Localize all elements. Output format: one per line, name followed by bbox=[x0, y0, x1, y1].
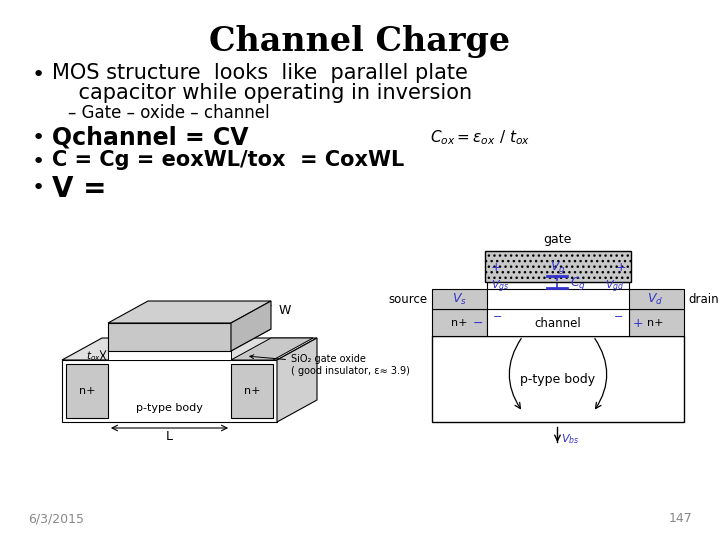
Text: •: • bbox=[32, 178, 45, 198]
Text: $V_g$: $V_g$ bbox=[549, 259, 565, 276]
Text: 147: 147 bbox=[668, 512, 692, 525]
Text: p-type body: p-type body bbox=[521, 374, 595, 387]
Bar bbox=[432, 309, 487, 336]
Bar bbox=[432, 289, 487, 309]
Text: p-type body: p-type body bbox=[135, 403, 202, 413]
Text: C = Cg = eoxWL/tox  = CoxWL: C = Cg = eoxWL/tox = CoxWL bbox=[52, 150, 404, 170]
Text: $V_{gd}$: $V_{gd}$ bbox=[605, 278, 624, 295]
Text: −: − bbox=[492, 312, 502, 322]
Text: source: source bbox=[389, 293, 428, 306]
Text: Channel Charge: Channel Charge bbox=[210, 25, 510, 58]
Text: V =: V = bbox=[52, 175, 107, 203]
Polygon shape bbox=[108, 351, 231, 360]
Bar bbox=[487, 309, 629, 336]
Text: gate: gate bbox=[544, 233, 572, 246]
Text: n+: n+ bbox=[78, 386, 95, 396]
Bar bbox=[629, 289, 684, 309]
Text: −: − bbox=[614, 312, 624, 322]
Bar bbox=[487, 282, 629, 289]
Bar bbox=[629, 309, 684, 336]
Text: +: + bbox=[490, 261, 500, 274]
Polygon shape bbox=[231, 301, 271, 351]
Text: $V_{gs}$: $V_{gs}$ bbox=[492, 278, 510, 295]
Text: capacitor while operating in inversion: capacitor while operating in inversion bbox=[52, 83, 472, 103]
Text: SiO₂ gate oxide
( good insulator, ε≈ 3.9): SiO₂ gate oxide ( good insulator, ε≈ 3.9… bbox=[250, 354, 410, 376]
Text: drain: drain bbox=[688, 293, 719, 306]
Text: •: • bbox=[32, 65, 45, 85]
Text: MOS structure  looks  like  parallel plate: MOS structure looks like parallel plate bbox=[52, 63, 468, 83]
Text: $t_{ox}$: $t_{ox}$ bbox=[86, 349, 101, 363]
Polygon shape bbox=[231, 338, 313, 360]
Text: •: • bbox=[32, 128, 45, 148]
Polygon shape bbox=[108, 301, 271, 323]
Text: $C_g$: $C_g$ bbox=[570, 274, 586, 292]
Bar bbox=[485, 251, 631, 282]
Text: $V_{bs}$: $V_{bs}$ bbox=[562, 432, 580, 446]
Polygon shape bbox=[66, 364, 108, 418]
Text: n+: n+ bbox=[451, 318, 467, 328]
Text: •: • bbox=[32, 152, 45, 172]
Polygon shape bbox=[277, 338, 317, 422]
Text: W: W bbox=[279, 303, 292, 316]
Text: $C_{ox} = \varepsilon_{ox}\ /\ t_{ox}$: $C_{ox} = \varepsilon_{ox}\ /\ t_{ox}$ bbox=[430, 128, 530, 147]
Polygon shape bbox=[62, 360, 277, 422]
Text: +: + bbox=[633, 316, 643, 330]
Text: Qchannel = CV: Qchannel = CV bbox=[52, 126, 248, 150]
Bar bbox=[432, 336, 684, 422]
Text: n+: n+ bbox=[244, 386, 260, 396]
Text: +: + bbox=[616, 261, 626, 274]
Text: −: − bbox=[473, 316, 483, 330]
Polygon shape bbox=[62, 338, 317, 360]
Text: channel: channel bbox=[534, 316, 581, 330]
Text: n+: n+ bbox=[647, 318, 664, 328]
Text: L: L bbox=[166, 430, 173, 443]
Polygon shape bbox=[231, 364, 273, 418]
Text: 6/3/2015: 6/3/2015 bbox=[28, 512, 84, 525]
Text: $V_d$: $V_d$ bbox=[647, 292, 664, 307]
Polygon shape bbox=[108, 329, 271, 351]
Text: – Gate – oxide – channel: – Gate – oxide – channel bbox=[68, 104, 269, 122]
Text: $V_s$: $V_s$ bbox=[451, 292, 467, 307]
Polygon shape bbox=[108, 323, 231, 351]
